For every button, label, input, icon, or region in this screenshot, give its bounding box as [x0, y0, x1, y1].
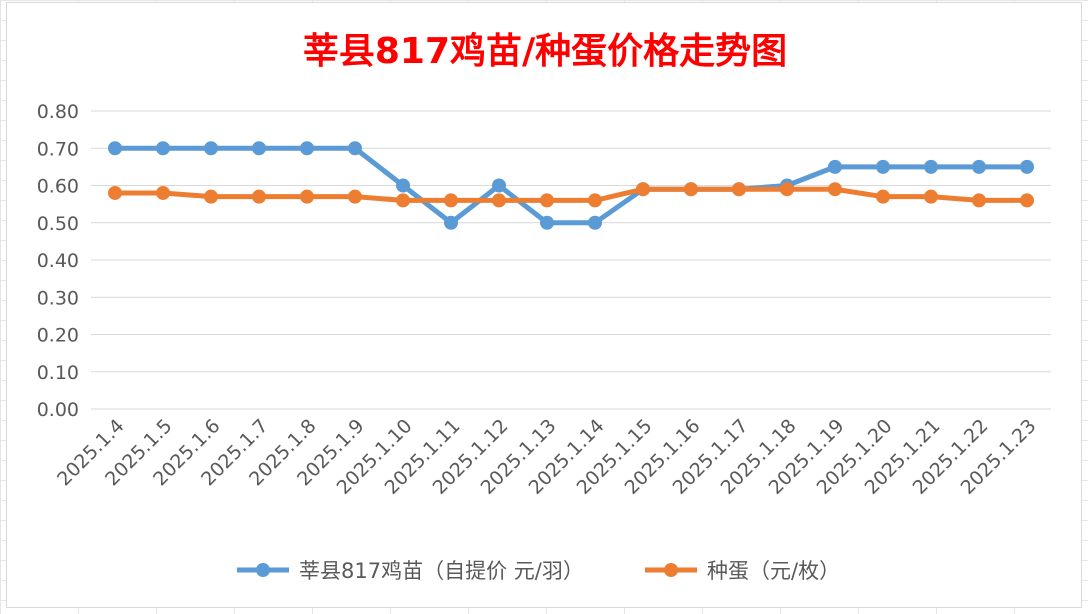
legend-label-1: 莘县817鸡苗（自提价 元/羽） [299, 559, 584, 583]
data-point-series-2 [876, 189, 890, 204]
y-tick-label: 0.60 [37, 176, 79, 198]
data-point-series-1 [1020, 159, 1034, 174]
data-point-series-1 [348, 141, 362, 156]
data-point-series-1 [540, 215, 554, 230]
data-point-series-2 [924, 189, 938, 204]
data-point-series-1 [876, 159, 890, 174]
data-point-series-2 [684, 182, 698, 197]
series-line-1 [112, 145, 1030, 226]
data-point-series-2 [828, 182, 842, 197]
y-tick-label: 0.80 [37, 101, 79, 123]
chart-area[interactable]: 莘县817鸡苗/种蛋价格走势图 0.00 0.10 0.20 0.30 0.40 0.50… [6, 2, 1082, 608]
legend-label-2: 种蛋（元/枚） [707, 559, 840, 583]
data-point-series-1 [924, 159, 938, 174]
data-point-series-2 [444, 193, 458, 208]
y-tick-label: 0.50 [37, 213, 79, 235]
data-point-series-2 [972, 193, 986, 208]
data-point-series-1 [444, 215, 458, 230]
data-point-series-2 [732, 182, 746, 197]
data-point-series-1 [204, 141, 218, 156]
y-tick-label: 0.40 [37, 250, 79, 272]
y-tick-label: 0.30 [37, 287, 79, 309]
legend-marker-2 [664, 563, 678, 577]
data-point-series-1 [108, 141, 122, 156]
data-point-series-2 [636, 182, 650, 197]
data-point-series-1 [972, 159, 986, 174]
data-point-series-2 [204, 189, 218, 204]
y-tick-label: 0.70 [37, 138, 79, 160]
data-point-series-2 [300, 189, 314, 204]
data-point-series-1 [396, 178, 410, 193]
data-point-series-2 [252, 189, 266, 204]
data-point-series-2 [588, 193, 602, 208]
legend-marker-1 [256, 563, 270, 577]
data-point-series-1 [492, 178, 506, 193]
data-point-series-1 [588, 215, 602, 230]
data-point-series-2 [492, 193, 506, 208]
data-point-series-1 [300, 141, 314, 156]
data-point-series-2 [156, 185, 170, 200]
chart-title: 莘县817鸡苗/种蛋价格走势图 [303, 31, 787, 72]
series-line-2 [112, 186, 1030, 203]
data-point-series-2 [108, 185, 122, 200]
line-chart: 莘县817鸡苗/种蛋价格走势图 0.00 0.10 0.20 0.30 0.40 0.50… [37, 31, 1051, 583]
data-point-series-2 [1020, 193, 1034, 208]
data-point-series-2 [396, 193, 410, 208]
y-tick-label: 0.00 [37, 399, 79, 421]
data-point-series-1 [828, 159, 842, 174]
y-tick-label: 0.10 [37, 362, 79, 384]
data-point-series-2 [348, 189, 362, 204]
data-point-series-2 [540, 193, 554, 208]
y-tick-label: 0.20 [37, 325, 79, 347]
data-point-series-1 [156, 141, 170, 156]
data-point-series-1 [252, 141, 266, 156]
data-point-series-2 [780, 182, 794, 197]
